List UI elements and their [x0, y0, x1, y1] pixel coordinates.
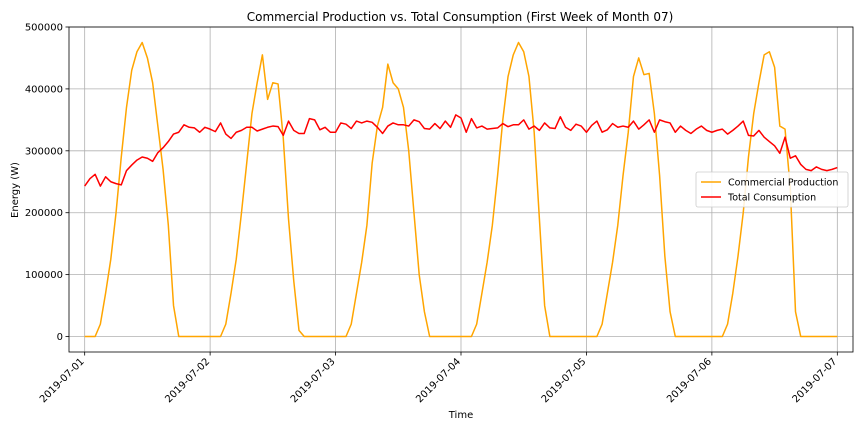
y-tick-label: 400000	[25, 84, 63, 95]
legend-label-total-consumption: Total Consumption	[727, 193, 816, 204]
series-layer	[84, 41, 838, 338]
legend-box	[695, 171, 849, 208]
chart-title: Commercial Production vs. Total Consumpt…	[247, 10, 674, 24]
y-tick-label: 0	[57, 332, 63, 343]
y-tick-label: 200000	[25, 208, 63, 219]
x-axis-label: Time	[448, 410, 473, 421]
y-axis-label: Energy (W)	[10, 162, 21, 218]
y-tick-label: 100000	[25, 270, 63, 281]
y-tick-label: 500000	[25, 23, 63, 34]
y-axis: 0 100000 200000 300000 400000 500000	[25, 23, 69, 343]
series-line-commercial-production	[84, 41, 838, 338]
y-tick-label: 300000	[25, 146, 63, 157]
series-line-total-consumption	[84, 114, 838, 187]
legend: Commercial Production Total Consumption	[695, 171, 849, 208]
legend-label-commercial-production: Commercial Production	[728, 178, 838, 189]
